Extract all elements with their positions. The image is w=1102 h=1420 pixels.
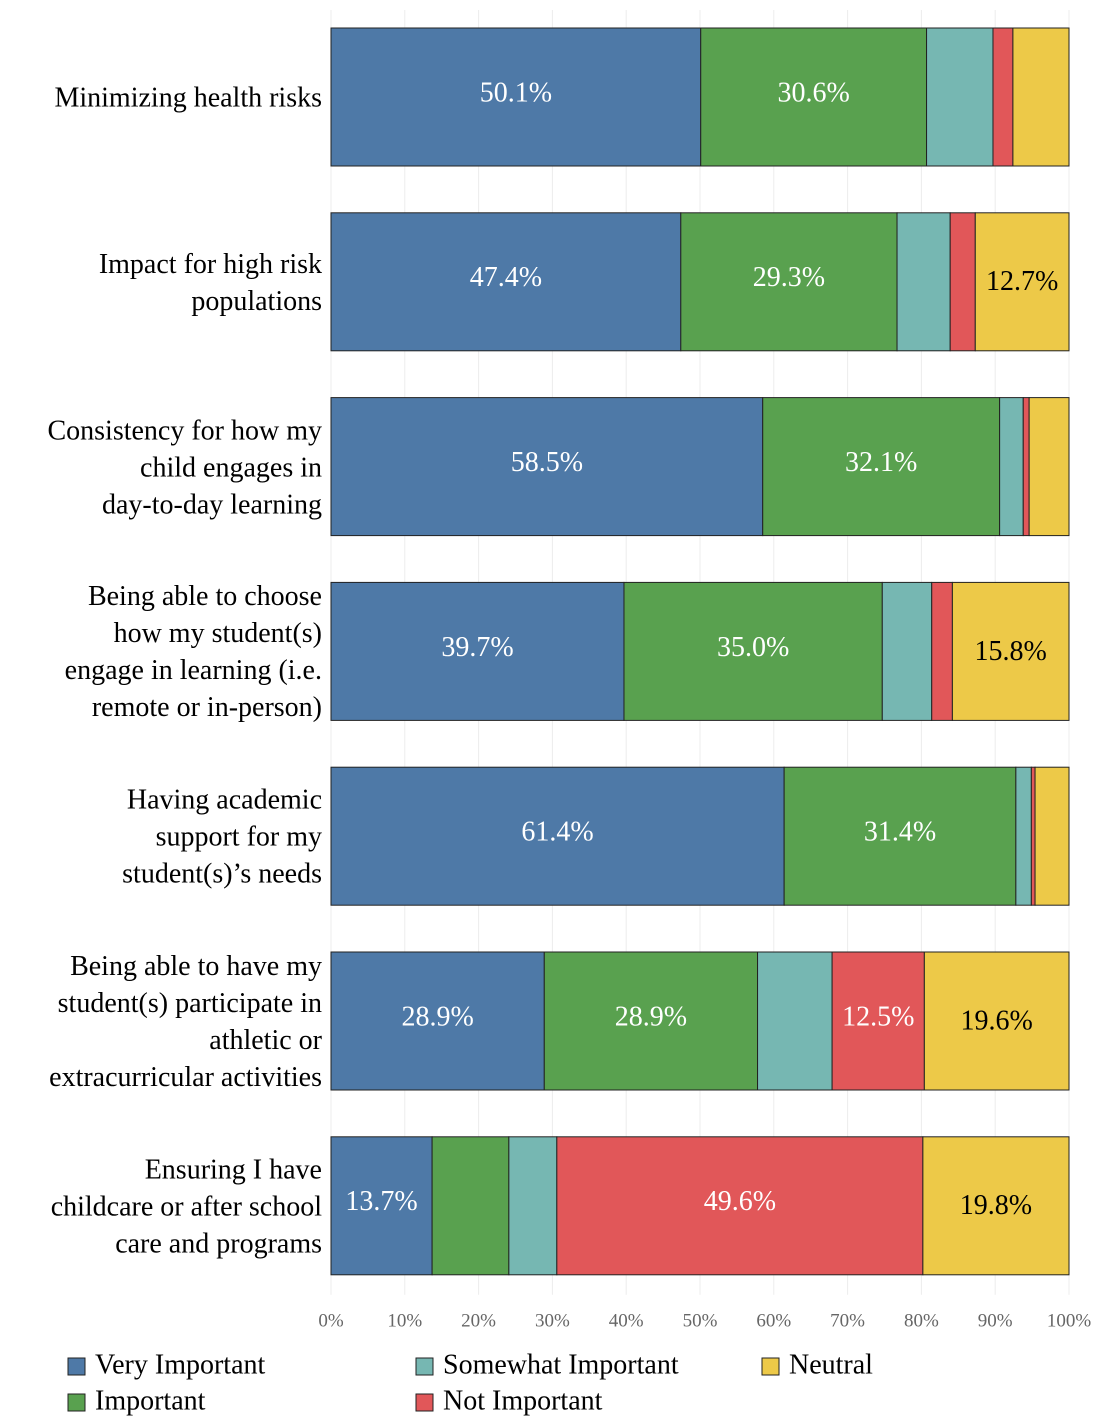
bar-segment bbox=[1012, 27, 1070, 167]
legend-label: Not Important bbox=[443, 1385, 603, 1416]
category-label: Having academic support for my student(s… bbox=[122, 784, 322, 890]
bar-segment bbox=[556, 1136, 924, 1276]
value-label: 13.7% bbox=[345, 1186, 417, 1217]
bar-segment bbox=[951, 581, 1070, 721]
legend-swatch bbox=[67, 1393, 86, 1412]
bar-segment bbox=[330, 951, 545, 1091]
bar-segment bbox=[330, 397, 764, 537]
bars bbox=[330, 27, 1070, 1276]
bar-segment bbox=[508, 1136, 558, 1276]
value-label: 49.6% bbox=[704, 1186, 776, 1217]
legend-label: Very Important bbox=[95, 1349, 266, 1380]
category-label: Ensuring I have childcare or after schoo… bbox=[50, 1154, 322, 1260]
bar-segment bbox=[923, 951, 1070, 1091]
legend: Very Important Important Somewhat Importan… bbox=[67, 1349, 873, 1416]
bar-segment bbox=[762, 397, 1001, 537]
bar-segment bbox=[949, 212, 976, 352]
bar-segment bbox=[543, 951, 759, 1091]
value-labels: 50.1% 30.6% 47.4% 29.3% 12.7% 58.5% 32.1% 39.7%… bbox=[345, 77, 1058, 1221]
x-tick-label: 20% bbox=[461, 1310, 496, 1331]
value-label: 39.7% bbox=[441, 632, 513, 663]
category-label: Consistency for how my child engages in … bbox=[47, 415, 322, 521]
bar-segment bbox=[881, 581, 933, 721]
x-tick-label: 40% bbox=[609, 1310, 644, 1331]
bar-segment bbox=[896, 212, 951, 352]
bar-segment bbox=[922, 1136, 1070, 1276]
value-label: 19.8% bbox=[960, 1190, 1032, 1221]
bar-segment bbox=[931, 581, 953, 721]
legend-swatch bbox=[67, 1357, 86, 1376]
value-label: 29.3% bbox=[753, 262, 825, 293]
value-label: 28.9% bbox=[401, 1001, 473, 1032]
bar-segment bbox=[831, 951, 925, 1091]
x-tick-label: 70% bbox=[830, 1310, 865, 1331]
category-label: Impact for high risk populations bbox=[98, 248, 322, 317]
value-label: 15.8% bbox=[975, 636, 1047, 667]
value-label: 58.5% bbox=[511, 447, 583, 478]
category-label: Minimizing health risks bbox=[54, 82, 322, 114]
legend-swatch bbox=[415, 1357, 434, 1376]
bar-segment bbox=[431, 1136, 510, 1276]
x-tick-label: 90% bbox=[978, 1310, 1013, 1331]
bar-segment bbox=[1030, 766, 1036, 906]
x-tick-label: 60% bbox=[756, 1310, 791, 1331]
bar-segment bbox=[926, 27, 994, 167]
bar-segment bbox=[1034, 766, 1070, 906]
value-label: 30.6% bbox=[777, 77, 849, 108]
value-label: 12.5% bbox=[842, 1001, 914, 1032]
bar-segment bbox=[1022, 397, 1030, 537]
bar-segment bbox=[330, 27, 702, 167]
bar-segment bbox=[330, 212, 682, 352]
x-tick-label: 100% bbox=[1047, 1310, 1092, 1331]
category-label: Being able to have my student(s) partici… bbox=[49, 951, 322, 1093]
category-label: Being able to choose how my student(s) e… bbox=[64, 581, 322, 724]
x-tick-label: 50% bbox=[683, 1310, 718, 1331]
value-label: 19.6% bbox=[961, 1005, 1033, 1036]
bar-segment bbox=[783, 766, 1017, 906]
bar-segment bbox=[757, 951, 833, 1091]
value-label: 61.4% bbox=[521, 817, 593, 848]
bar-segment bbox=[680, 212, 898, 352]
value-label: 32.1% bbox=[845, 447, 917, 478]
bar-segment bbox=[1015, 766, 1032, 906]
bar-segment bbox=[992, 27, 1014, 167]
x-tick-label: 30% bbox=[535, 1310, 570, 1331]
bar-segment bbox=[623, 581, 883, 721]
bar-segment bbox=[999, 397, 1024, 537]
legend-label: Neutral bbox=[789, 1349, 873, 1380]
value-label: 35.0% bbox=[717, 632, 789, 663]
x-tick-label: 0% bbox=[318, 1310, 344, 1331]
bar-segment bbox=[1028, 397, 1070, 537]
legend-label: Important bbox=[95, 1385, 206, 1416]
value-label: 47.4% bbox=[470, 262, 542, 293]
value-label: 31.4% bbox=[864, 817, 936, 848]
value-label: 12.7% bbox=[986, 266, 1058, 297]
legend-swatch bbox=[415, 1393, 434, 1412]
bar-segment bbox=[330, 766, 785, 906]
bar-segment bbox=[330, 581, 625, 721]
bar-segment bbox=[700, 27, 928, 167]
x-tick-label: 10% bbox=[387, 1310, 422, 1331]
legend-swatch bbox=[761, 1357, 780, 1376]
bar-segment bbox=[974, 212, 1070, 352]
value-label: 28.9% bbox=[615, 1001, 687, 1032]
value-label: 50.1% bbox=[480, 77, 552, 108]
legend-label: Somewhat Important bbox=[443, 1349, 679, 1380]
x-tick-label: 80% bbox=[904, 1310, 939, 1331]
